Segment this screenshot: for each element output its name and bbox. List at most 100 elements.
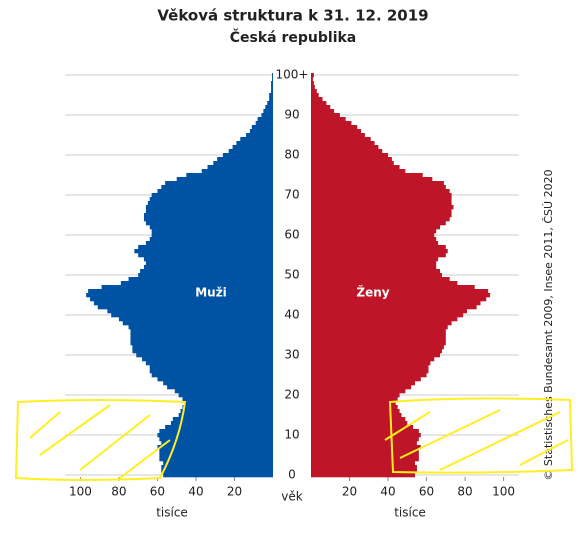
bar	[182, 397, 273, 402]
bar	[186, 173, 273, 178]
bar	[267, 101, 273, 106]
bar	[311, 209, 452, 214]
bar	[149, 197, 273, 202]
bar	[157, 433, 273, 438]
bar	[311, 213, 452, 218]
bar	[311, 89, 317, 94]
bar	[311, 309, 467, 314]
bar	[269, 93, 273, 98]
bar	[130, 337, 273, 342]
bar	[111, 313, 273, 318]
bar	[165, 181, 273, 186]
bar	[311, 393, 400, 398]
bar	[86, 293, 274, 298]
bar	[145, 261, 273, 266]
bar	[272, 73, 273, 78]
bar	[120, 281, 273, 286]
y-tick-label: 80	[284, 148, 299, 162]
bar	[311, 229, 437, 234]
bar	[178, 413, 273, 418]
bar	[311, 409, 400, 414]
bar	[145, 205, 273, 210]
bar	[311, 165, 400, 170]
bar	[143, 265, 273, 270]
bar	[271, 81, 273, 86]
x-tick-label: 40	[188, 485, 203, 499]
bar	[311, 373, 427, 378]
bar	[178, 393, 273, 398]
bar	[157, 377, 273, 382]
bar	[159, 429, 273, 434]
bar	[249, 129, 273, 134]
bar	[311, 153, 389, 158]
bar	[257, 117, 273, 122]
x-tick-label: 40	[380, 485, 395, 499]
bar	[145, 241, 273, 246]
bar	[136, 353, 273, 358]
x-tick-label: 100	[69, 485, 92, 499]
bar	[311, 361, 431, 366]
bar	[149, 237, 273, 242]
bar	[311, 225, 441, 230]
bar	[311, 245, 446, 250]
bar	[311, 433, 421, 438]
y-tick-label: 50	[284, 268, 299, 282]
bar	[97, 305, 273, 310]
bar	[311, 257, 439, 262]
bar	[311, 269, 441, 274]
bar	[143, 213, 273, 218]
y-tick-label: 10	[284, 428, 299, 442]
bar	[265, 105, 273, 110]
bar	[161, 185, 273, 190]
bar	[311, 201, 452, 206]
bar	[149, 369, 273, 374]
bar	[180, 409, 273, 414]
y-tick-label: 20	[284, 388, 299, 402]
bar	[311, 185, 446, 190]
bar	[311, 233, 435, 238]
bar	[130, 329, 273, 334]
bar	[311, 461, 415, 466]
bar	[311, 317, 458, 322]
bar	[272, 77, 273, 82]
bar	[236, 141, 273, 146]
bar	[311, 145, 379, 150]
bar	[311, 125, 358, 130]
bar	[311, 129, 362, 134]
bar	[138, 245, 273, 250]
bar	[145, 361, 273, 366]
bar	[201, 169, 273, 174]
bar	[145, 209, 273, 214]
bar	[311, 277, 450, 282]
bar	[311, 297, 487, 302]
bar	[271, 89, 273, 94]
x-axis-label: tisíce	[394, 506, 426, 520]
bar	[101, 285, 273, 290]
bar	[311, 401, 396, 406]
bar	[161, 465, 273, 470]
bar	[311, 113, 340, 118]
x-tick-label: 80	[111, 485, 126, 499]
y-tick-label: 100+	[276, 68, 309, 82]
bar	[311, 101, 327, 106]
bar	[311, 445, 421, 450]
bar	[311, 177, 433, 182]
bar	[222, 153, 273, 158]
bar	[311, 305, 477, 310]
bar	[149, 225, 273, 230]
y-tick-label: 60	[284, 228, 299, 242]
legend-label: Muži	[195, 286, 227, 300]
bar	[128, 325, 273, 330]
bar	[93, 301, 273, 306]
bar	[118, 317, 273, 322]
bar	[311, 365, 429, 370]
bar	[311, 337, 446, 342]
bar	[311, 289, 489, 294]
bar	[228, 149, 273, 154]
bar	[311, 173, 423, 178]
bar	[122, 321, 274, 326]
bar	[311, 345, 444, 350]
bar	[128, 277, 273, 282]
bar	[311, 449, 419, 454]
